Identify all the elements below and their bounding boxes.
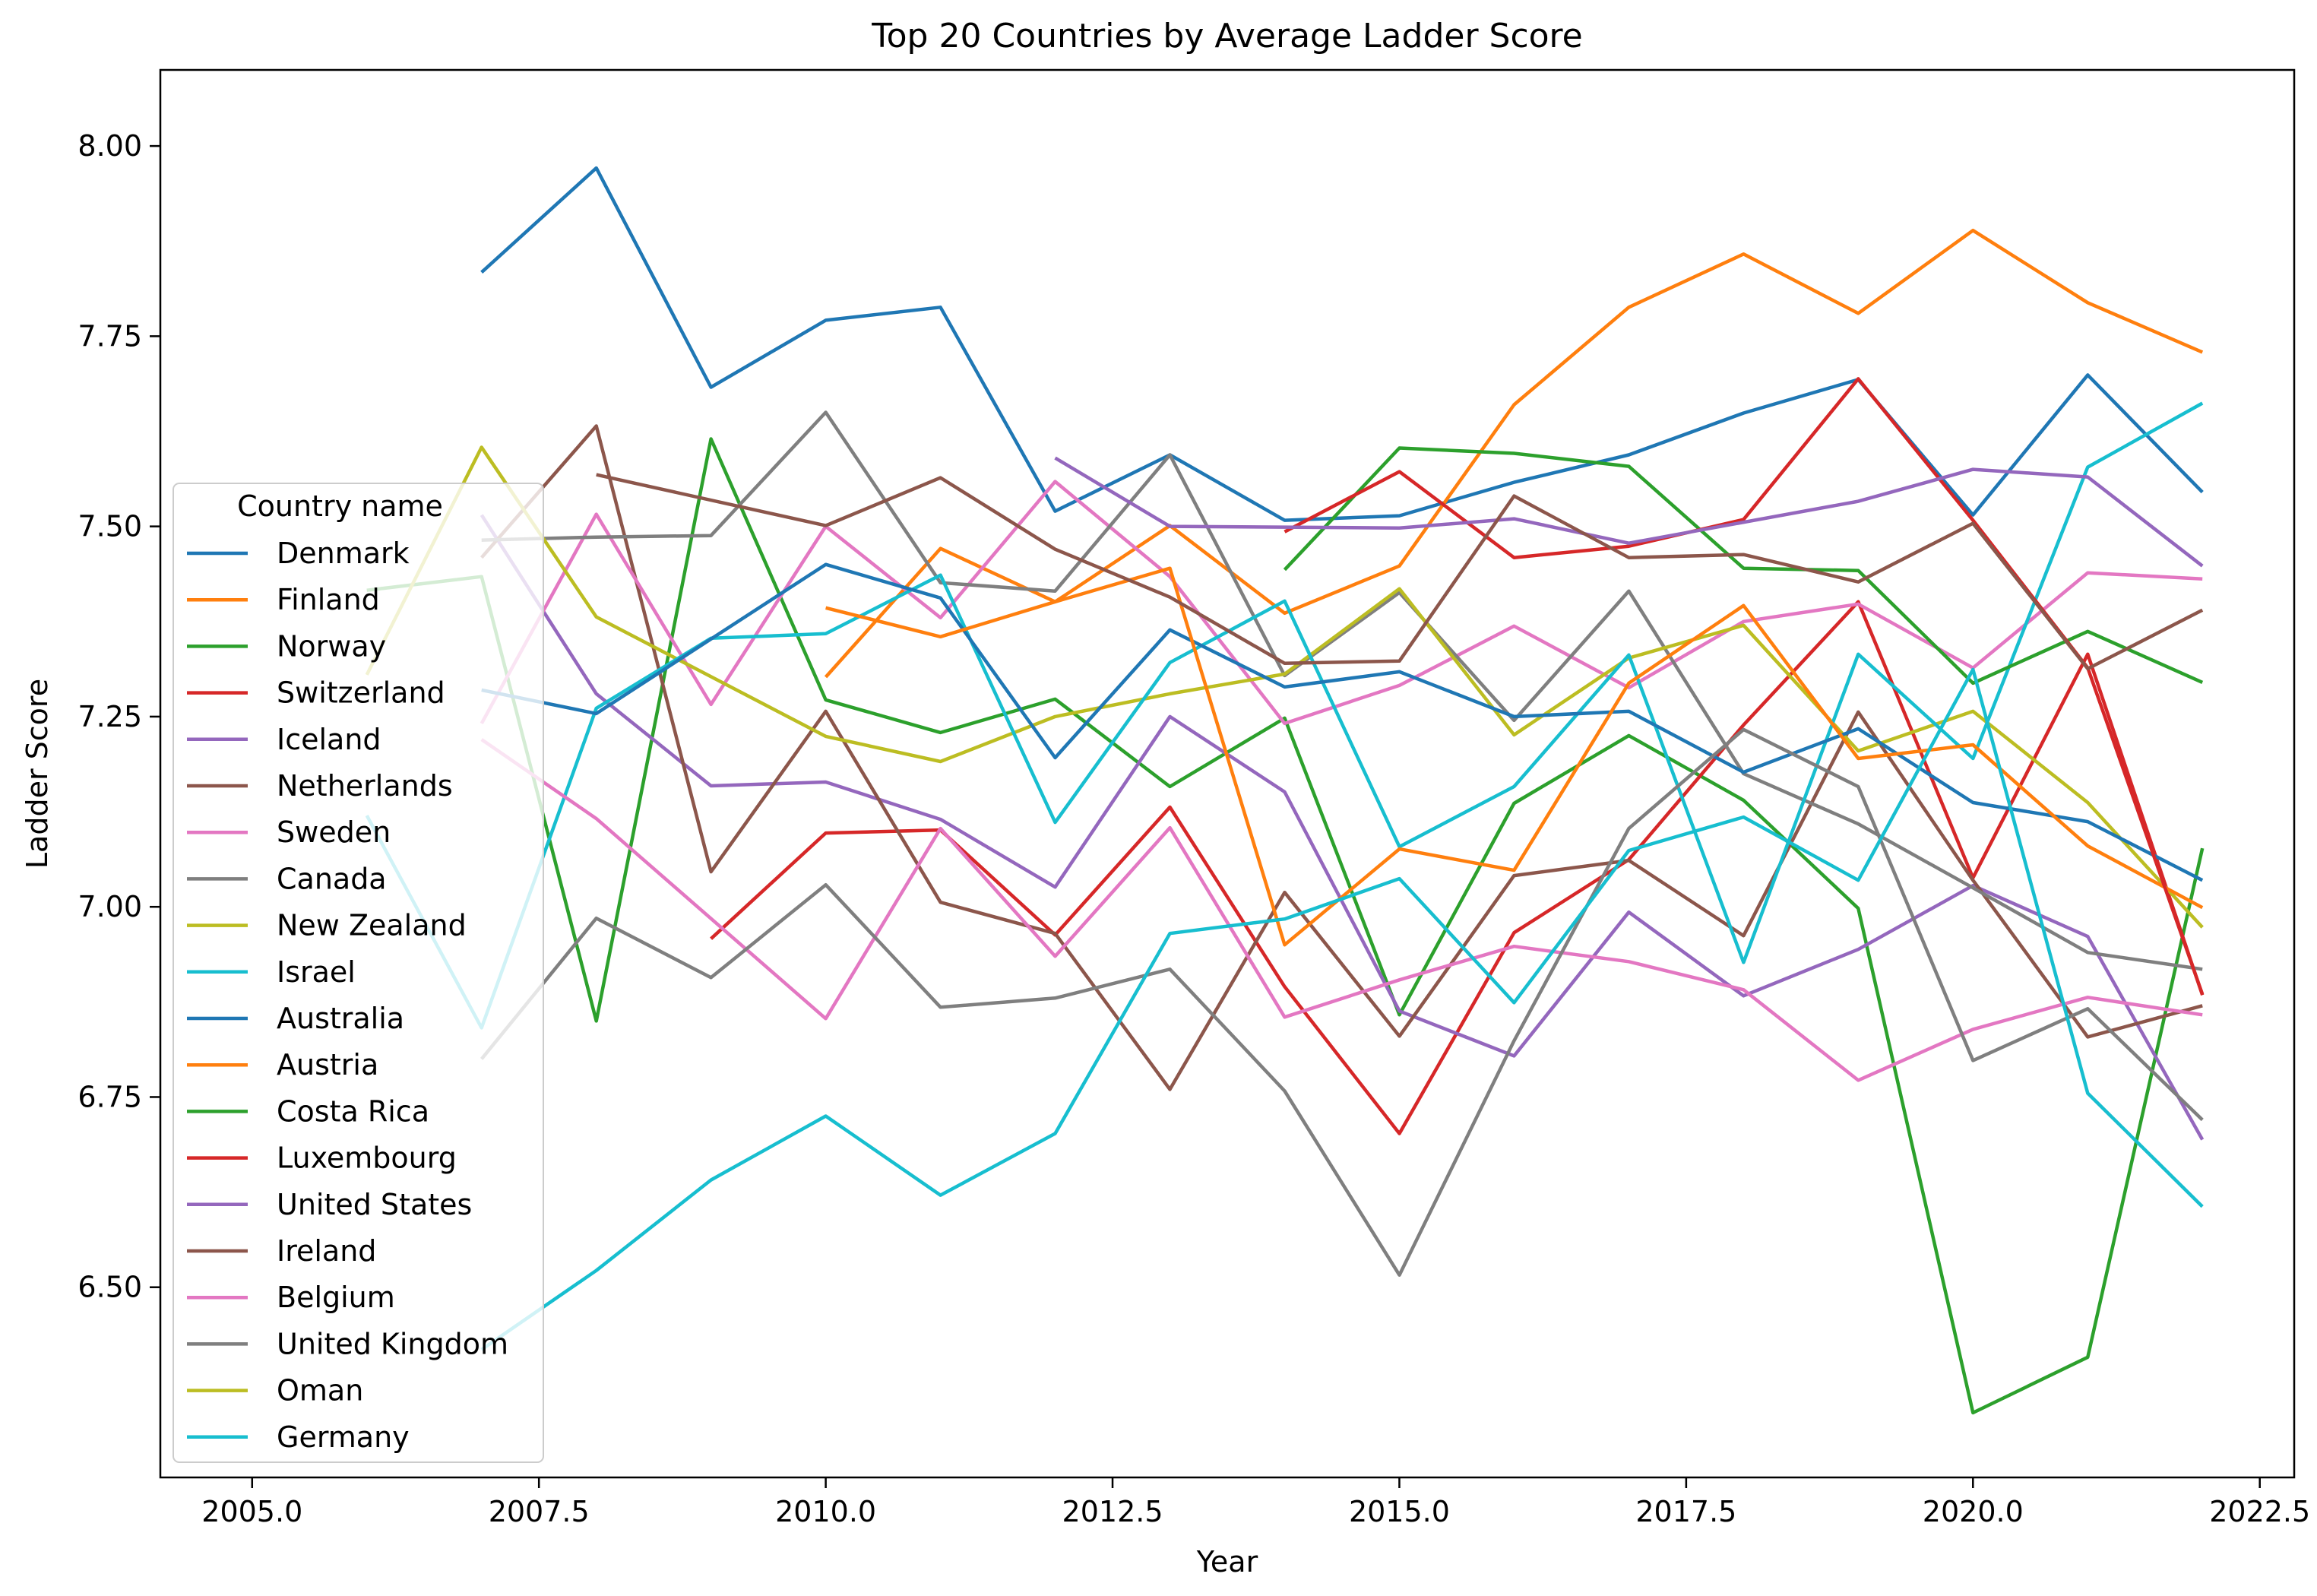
legend-item-canada: Canada xyxy=(187,862,387,895)
legend-item-sweden: Sweden xyxy=(187,815,391,849)
legend-item-finland: Finland xyxy=(187,583,380,616)
legend-label: Switzerland xyxy=(277,676,445,710)
x-axis-label: Year xyxy=(1196,1545,1258,1579)
legend-item-austria: Austria xyxy=(187,1048,378,1081)
legend-label: Germany xyxy=(277,1420,410,1454)
legend-item-switzerland: Switzerland xyxy=(187,676,445,710)
x-tick-label: 2010.0 xyxy=(775,1495,876,1528)
series-line-austria xyxy=(825,566,2204,947)
legend-item-norway: Norway xyxy=(187,629,386,663)
legend-label: Denmark xyxy=(277,537,410,570)
legend-label: Australia xyxy=(277,1002,404,1035)
legend-label: Belgium xyxy=(277,1281,395,1314)
legend-label: Luxembourg xyxy=(277,1142,457,1175)
legend-label: Netherlands xyxy=(277,769,453,803)
y-tick-label: 7.25 xyxy=(78,700,142,733)
y-tick-label: 7.50 xyxy=(78,510,142,543)
legend-item-new-zealand: New Zealand xyxy=(187,909,467,942)
series-line-belgium xyxy=(480,738,2203,1082)
legend-label: Oman xyxy=(277,1374,363,1408)
legend-label: New Zealand xyxy=(277,909,467,942)
series-line-australia xyxy=(481,562,2204,882)
legend-item-germany: Germany xyxy=(187,1420,410,1454)
x-tick-label: 2017.5 xyxy=(1635,1495,1736,1528)
legend-label: Ireland xyxy=(277,1234,376,1268)
legend-item-iceland: Iceland xyxy=(187,723,381,756)
series-line-germany xyxy=(480,667,2204,1351)
y-tick-label: 7.00 xyxy=(78,890,142,923)
legend-item-costa-rica: Costa Rica xyxy=(187,1094,429,1128)
series-line-sweden xyxy=(480,480,2203,726)
x-tick-label: 2015.0 xyxy=(1349,1495,1450,1528)
series-line-united-states xyxy=(1054,456,2204,568)
series-line-israel xyxy=(365,401,2204,1030)
x-axis-ticks: 2005.0 2007.5 2010.0 2012.5 2015.0 2017.5 2020… xyxy=(201,1477,2310,1528)
legend-label: United States xyxy=(277,1188,472,1221)
chart-title: Top 20 Countries by Average Ladder Score xyxy=(871,17,1583,55)
x-tick-label: 2012.5 xyxy=(1062,1495,1163,1528)
y-tick-label: 6.50 xyxy=(78,1271,142,1304)
x-tick-label: 2020.0 xyxy=(1923,1495,2024,1528)
legend-label: Canada xyxy=(277,862,387,895)
y-tick-label: 6.75 xyxy=(78,1080,142,1113)
legend-item-netherlands: Netherlands xyxy=(187,769,453,803)
series-line-iceland xyxy=(480,514,2205,1141)
legend-label: Finland xyxy=(277,583,380,616)
legend-label: Norway xyxy=(277,629,386,663)
legend-item-australia: Australia xyxy=(187,1002,404,1035)
legend-item-belgium: Belgium xyxy=(187,1281,395,1314)
series-line-norway xyxy=(366,437,2205,1415)
plot-area-frame xyxy=(159,68,2296,1479)
legend-item-ireland: Ireland xyxy=(187,1234,376,1268)
legend-label: Austria xyxy=(277,1048,378,1081)
series-line-netherlands xyxy=(480,424,2203,1091)
series-line-united-kingdom xyxy=(480,727,2204,1277)
legend-item-israel: Israel xyxy=(187,955,356,989)
legend-item-oman: Oman xyxy=(187,1374,363,1408)
legend-title: Country name xyxy=(237,489,443,523)
legend-item-luxembourg: Luxembourg xyxy=(187,1142,457,1175)
x-tick-label: 2007.5 xyxy=(489,1495,590,1528)
y-axis-ticks: 6.50 6.75 7.00 7.25 7.50 7.75 8.00 xyxy=(78,129,160,1304)
legend-item-united-kingdom: United Kingdom xyxy=(187,1327,508,1360)
legend-label: Israel xyxy=(277,955,356,989)
series-lines xyxy=(365,166,2205,1415)
y-tick-label: 7.75 xyxy=(78,319,142,353)
legend-label: Iceland xyxy=(277,723,381,756)
series-line-canada xyxy=(481,410,2203,971)
series-line-costa-rica xyxy=(1283,446,2204,686)
legend-label: Sweden xyxy=(277,815,391,849)
legend: Country name Denmark Finland Norway Switzerl… xyxy=(173,483,544,1463)
x-tick-label: 2005.0 xyxy=(201,1495,302,1528)
x-tick-label: 2022.5 xyxy=(2209,1495,2310,1528)
series-line-ireland xyxy=(596,473,2204,671)
y-axis-label: Ladder Score xyxy=(21,679,54,869)
legend-label: United Kingdom xyxy=(277,1327,508,1360)
legend-item-denmark: Denmark xyxy=(187,537,410,570)
series-line-new-zealand xyxy=(365,445,2204,929)
y-tick-label: 8.00 xyxy=(78,129,142,163)
legend-item-united-states: United States xyxy=(187,1188,472,1221)
legend-box xyxy=(173,483,544,1463)
legend-label: Costa Rica xyxy=(277,1094,429,1128)
